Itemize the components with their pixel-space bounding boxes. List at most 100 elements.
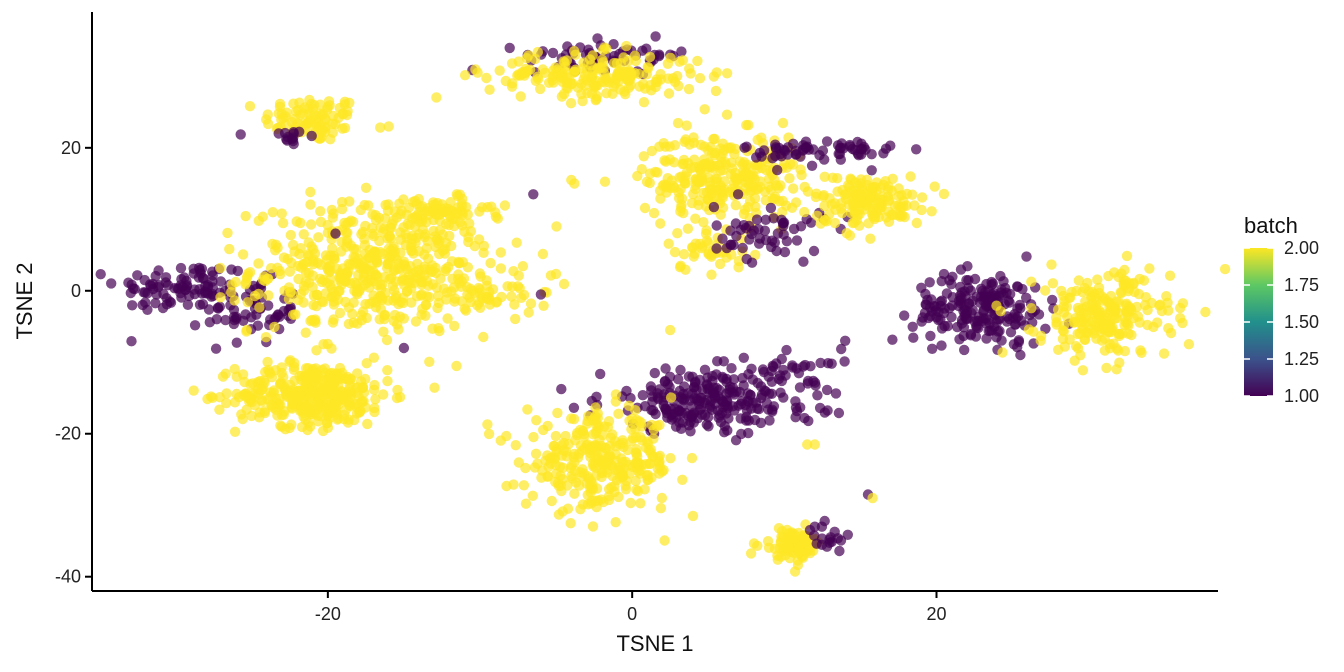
data-point <box>986 276 997 288</box>
data-point <box>1005 327 1017 338</box>
data-point <box>1083 316 1094 327</box>
data-point <box>782 142 794 153</box>
data-point <box>746 228 757 240</box>
data-point <box>833 407 845 419</box>
data-point <box>695 139 706 150</box>
data-point <box>494 65 505 76</box>
data-point <box>1026 303 1037 314</box>
data-point <box>753 238 765 249</box>
data-point <box>679 381 690 392</box>
data-point <box>377 227 389 238</box>
data-point <box>1104 343 1116 354</box>
data-point <box>382 365 393 376</box>
data-point <box>938 188 950 200</box>
data-point <box>916 204 927 216</box>
legend-ticks: 2.00 1.75 1.50 1.25 1.00 <box>1244 238 1319 406</box>
data-point <box>665 52 676 63</box>
data-point <box>840 335 851 346</box>
data-point <box>869 211 881 223</box>
data-point <box>392 263 404 274</box>
data-point <box>568 402 580 413</box>
data-point <box>368 231 379 242</box>
data-point <box>676 423 687 434</box>
data-point <box>595 368 606 380</box>
data-point <box>569 66 581 78</box>
data-point <box>1154 300 1165 311</box>
data-point <box>1080 296 1091 307</box>
data-point <box>669 140 681 151</box>
data-point <box>336 246 347 257</box>
y-tick-label: -40 <box>55 567 81 587</box>
data-point <box>775 551 787 562</box>
data-point <box>652 463 663 474</box>
data-point <box>369 379 380 391</box>
data-point <box>352 382 363 393</box>
data-point <box>528 431 539 443</box>
data-point <box>254 407 265 418</box>
data-point <box>285 229 296 241</box>
data-point <box>791 363 802 374</box>
data-point <box>672 117 684 129</box>
data-point <box>552 407 563 419</box>
data-point <box>419 261 430 272</box>
data-point <box>809 439 820 450</box>
data-point <box>336 203 348 215</box>
data-point <box>648 207 660 219</box>
data-point <box>726 163 738 174</box>
data-point <box>175 262 187 274</box>
data-point <box>638 151 649 162</box>
data-point <box>717 165 728 176</box>
data-point <box>328 208 339 219</box>
data-point <box>767 153 778 164</box>
data-point <box>605 451 616 463</box>
data-point <box>370 269 382 280</box>
data-point <box>522 65 533 77</box>
data-point <box>955 264 967 275</box>
data-point <box>530 448 542 459</box>
data-point <box>514 283 525 294</box>
data-point <box>774 370 786 381</box>
data-point <box>1109 313 1121 324</box>
data-point <box>1012 303 1023 314</box>
data-point <box>850 177 861 188</box>
data-point <box>765 202 777 214</box>
data-point <box>551 221 562 232</box>
data-point <box>327 243 338 254</box>
data-point <box>591 419 602 431</box>
data-point <box>240 210 251 222</box>
data-point <box>1035 330 1047 342</box>
data-point <box>821 384 833 396</box>
data-point <box>751 152 762 163</box>
data-point <box>572 82 584 93</box>
data-point <box>430 262 441 274</box>
data-point <box>899 310 910 321</box>
data-point <box>1103 270 1114 282</box>
data-point <box>1111 364 1122 375</box>
data-point <box>564 75 576 87</box>
data-point <box>529 53 541 65</box>
data-point <box>711 67 722 78</box>
data-point <box>483 428 495 440</box>
data-point <box>759 225 771 236</box>
data-point <box>321 376 333 387</box>
data-point <box>920 288 931 300</box>
data-point <box>731 386 742 397</box>
data-point <box>321 418 332 429</box>
data-point <box>708 386 719 397</box>
data-point <box>383 252 394 263</box>
data-point <box>304 108 315 120</box>
data-point <box>430 199 441 210</box>
data-point <box>1052 304 1064 315</box>
data-point <box>491 297 502 308</box>
data-point <box>405 242 417 253</box>
data-point <box>420 299 431 310</box>
data-point <box>1126 329 1137 341</box>
data-point <box>481 72 492 84</box>
data-point <box>369 406 380 418</box>
data-point <box>802 439 813 450</box>
data-point <box>753 403 765 415</box>
data-point <box>694 175 705 187</box>
data-point <box>309 99 320 111</box>
data-point <box>760 214 771 225</box>
data-point <box>237 249 249 260</box>
